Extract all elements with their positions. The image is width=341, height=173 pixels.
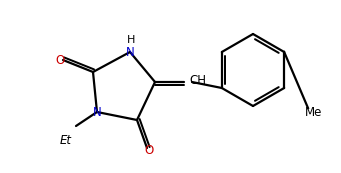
- Text: Et: Et: [60, 134, 72, 147]
- Text: H: H: [127, 35, 135, 45]
- Text: O: O: [144, 143, 154, 157]
- Text: N: N: [125, 45, 134, 58]
- Text: N: N: [93, 106, 101, 119]
- Text: O: O: [55, 53, 65, 66]
- Text: CH: CH: [190, 75, 207, 88]
- Text: Me: Me: [305, 106, 323, 119]
